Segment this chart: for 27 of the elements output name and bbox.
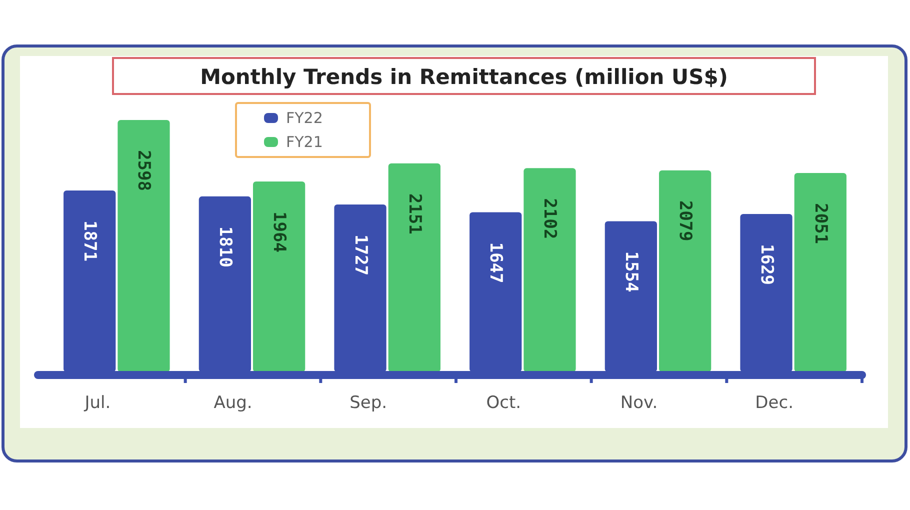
bar	[659, 170, 712, 372]
chart-title: Monthly Trends in Remittances (million US$)	[200, 65, 728, 89]
data-label: 1810	[214, 226, 235, 268]
data-label: 1871	[80, 220, 100, 262]
data-label: 2051	[810, 203, 830, 244]
x-tick-label: Nov.	[620, 393, 658, 413]
data-label: 2598	[134, 150, 154, 191]
bar	[118, 120, 170, 372]
x-tick-label: Dec.	[755, 393, 794, 413]
legend-label: FY21	[286, 133, 323, 151]
data-label: 1629	[756, 244, 776, 285]
x-tick-label: Sep.	[350, 393, 388, 413]
data-label: 2079	[675, 200, 696, 242]
data-label: 2151	[404, 193, 424, 234]
x-tick-label: Aug.	[214, 393, 252, 413]
bar	[388, 163, 440, 372]
data-label: 2102	[540, 198, 560, 240]
bar	[794, 173, 846, 372]
data-label: 1647	[486, 242, 506, 284]
x-tick-label: Oct.	[486, 393, 522, 413]
bar	[253, 181, 306, 372]
data-label: 1964	[269, 211, 290, 252]
x-tick-label: Jul.	[84, 393, 111, 413]
data-label: 1727	[350, 234, 370, 276]
legend-label: FY22	[286, 109, 323, 127]
data-label: 1554	[620, 251, 641, 292]
bar	[524, 168, 576, 372]
